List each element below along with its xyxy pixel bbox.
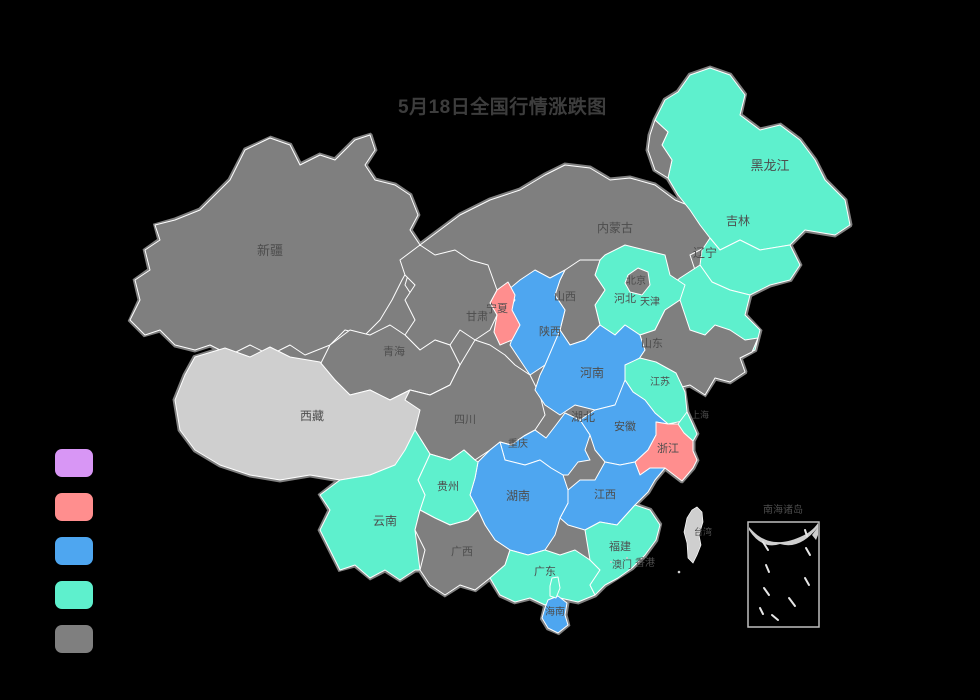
- svg-text:海南: 海南: [545, 605, 565, 618]
- svg-text:内蒙古: 内蒙古: [597, 220, 633, 235]
- svg-text:广西: 广西: [451, 545, 473, 558]
- svg-text:浙江: 浙江: [657, 442, 679, 455]
- svg-text:云南: 云南: [373, 513, 397, 528]
- svg-text:广东: 广东: [534, 565, 556, 578]
- svg-text:南海诸岛: 南海诸岛: [763, 503, 803, 516]
- svg-text:新疆: 新疆: [257, 243, 283, 258]
- svg-text:台湾: 台湾: [694, 526, 712, 537]
- svg-text:天津: 天津: [640, 296, 660, 308]
- svg-text:宁夏: 宁夏: [486, 301, 508, 315]
- svg-text:重庆: 重庆: [508, 437, 528, 450]
- svg-text:西藏: 西藏: [300, 409, 324, 423]
- svg-text:甘肃: 甘肃: [466, 310, 488, 323]
- svg-text:陕西: 陕西: [539, 324, 561, 338]
- svg-text:湖北: 湖北: [571, 409, 595, 424]
- svg-text:江西: 江西: [594, 488, 616, 501]
- svg-text:河北: 河北: [614, 292, 636, 305]
- svg-text:青海: 青海: [383, 344, 405, 358]
- svg-text:安徽: 安徽: [614, 419, 636, 433]
- svg-text:湖南: 湖南: [506, 488, 530, 503]
- svg-text:山西: 山西: [554, 290, 576, 303]
- svg-text:山东: 山东: [641, 337, 663, 350]
- svg-text:贵州: 贵州: [437, 480, 459, 493]
- svg-text:江苏: 江苏: [650, 375, 670, 388]
- svg-text:香港: 香港: [635, 557, 655, 569]
- svg-text:四川: 四川: [454, 414, 476, 426]
- svg-text:河南: 河南: [580, 365, 604, 380]
- svg-text:北京: 北京: [626, 274, 646, 287]
- svg-text:上海: 上海: [691, 409, 709, 420]
- svg-text:澳门: 澳门: [612, 558, 632, 571]
- svg-text:吉林: 吉林: [726, 214, 750, 228]
- svg-text:辽宁: 辽宁: [693, 245, 717, 260]
- svg-text:福建: 福建: [609, 539, 631, 553]
- svg-text:黑龙江: 黑龙江: [750, 158, 789, 173]
